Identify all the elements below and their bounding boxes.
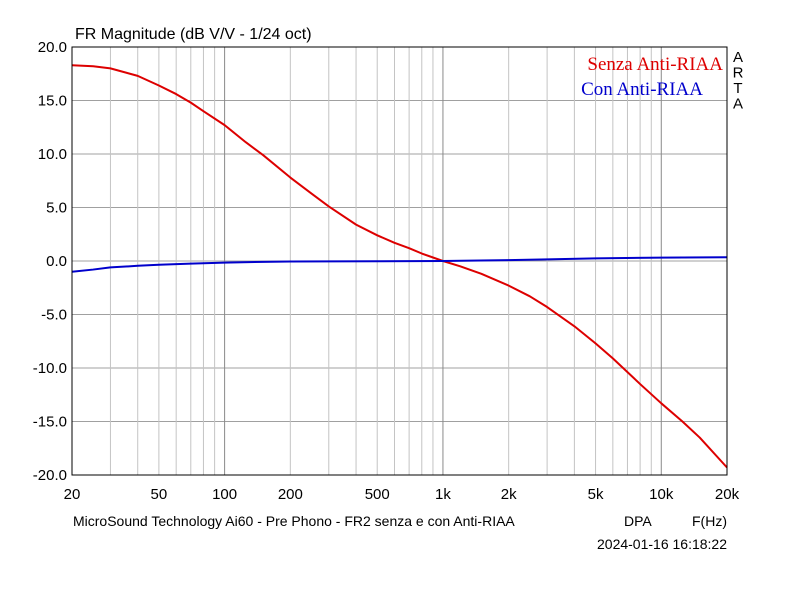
y-tick-label: 0.0 <box>46 253 67 270</box>
footer-caption: MicroSound Technology Ai60 - Pre Phono -… <box>73 513 515 529</box>
y-tick-label: -10.0 <box>33 360 67 377</box>
x-tick-label: 100 <box>212 486 237 503</box>
brand-letter: R <box>733 65 744 82</box>
x-tick-label: 200 <box>278 486 303 503</box>
footer-mode: DPA <box>624 513 652 529</box>
legend-entry-con: Con Anti-RIAA <box>581 79 703 100</box>
y-tick-label: -15.0 <box>33 414 67 431</box>
x-axis-label: F(Hz) <box>692 513 727 529</box>
brand-letter: A <box>733 49 743 66</box>
x-tick-labels: 20 50 100 200 500 1k 2k 5k 10k 20k <box>64 486 740 503</box>
chart-title: FR Magnitude (dB V/V - 1/24 oct) <box>75 26 312 43</box>
y-tick-label: 15.0 <box>38 93 67 110</box>
x-tick-label: 10k <box>649 486 674 503</box>
y-tick-labels: 20.0 15.0 10.0 5.0 0.0 -5.0 -10.0 -15.0 -20.0 <box>33 39 67 484</box>
legend-entry-senza: Senza Anti-RIAA <box>587 54 723 75</box>
brand-letter: A <box>733 96 743 113</box>
x-tick-label: 500 <box>365 486 390 503</box>
y-tick-label: 5.0 <box>46 200 67 217</box>
series-group <box>71 64 728 469</box>
x-tick-label: 2k <box>501 486 517 503</box>
y-tick-label: 10.0 <box>38 146 67 163</box>
x-tick-label: 20k <box>715 486 740 503</box>
y-tick-label: -20.0 <box>33 467 67 484</box>
x-tick-label: 50 <box>151 486 168 503</box>
y-tick-label: 20.0 <box>38 39 67 56</box>
series-line-senza-anti-riaa <box>71 64 728 469</box>
series-line-con-anti-riaa <box>71 256 728 273</box>
x-tick-label: 1k <box>435 486 451 503</box>
x-tick-label: 5k <box>588 486 604 503</box>
legend: Senza Anti-RIAA Con Anti-RIAA <box>581 54 723 100</box>
footer-timestamp: 2024-01-16 16:18:22 <box>597 536 727 552</box>
y-tick-label: -5.0 <box>41 307 67 324</box>
brand-letter: T <box>733 80 742 97</box>
plot-frame <box>71 46 728 476</box>
x-tick-label: 20 <box>64 486 81 503</box>
